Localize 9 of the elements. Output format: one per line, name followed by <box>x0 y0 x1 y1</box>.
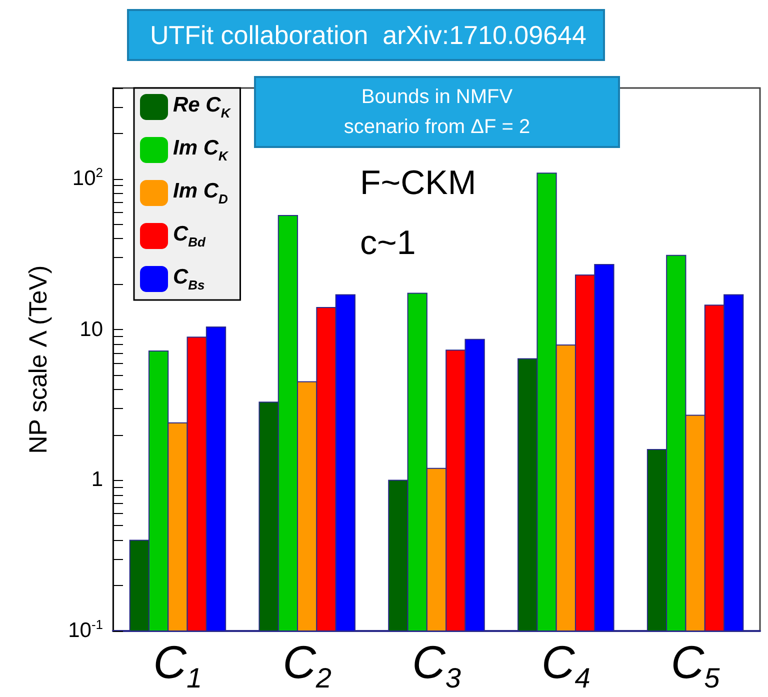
y-tick-label: 1 <box>91 468 103 492</box>
y-tick-label: 10 <box>80 318 103 342</box>
annotation: c~1 <box>360 224 416 262</box>
annotation: F~CKM <box>360 164 476 202</box>
y-tick-label: 10$^{2}$ <box>72 164 103 191</box>
y-axis-title: NP scale Λ (TeV) <box>24 265 52 454</box>
chart-title: UTFit collaboration arXiv:1710.09644 <box>150 20 586 50</box>
caption-box: Bounds in NMFV scenario from ΔF = 2 <box>254 76 620 148</box>
y-tick-label: 10$^{-1}$ <box>68 617 103 643</box>
